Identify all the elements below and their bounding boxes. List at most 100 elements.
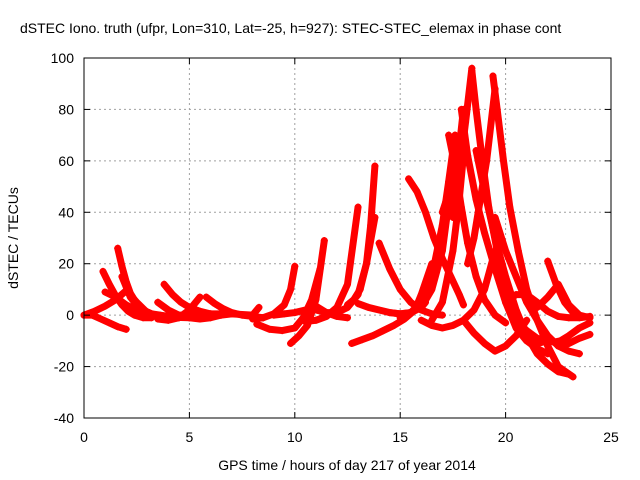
data-point — [122, 283, 130, 291]
data-point — [455, 170, 463, 178]
series-trail — [164, 303, 263, 319]
data-point — [421, 208, 429, 216]
data-point — [569, 373, 577, 381]
data-point — [502, 247, 510, 255]
data-point — [202, 293, 210, 301]
data-point — [512, 291, 520, 299]
data-point — [312, 296, 320, 304]
x-tick-label: 15 — [392, 429, 408, 445]
data-point — [253, 320, 261, 328]
data-point — [533, 303, 541, 311]
data-point — [154, 315, 162, 323]
data-point — [472, 105, 480, 113]
data-point — [126, 293, 134, 301]
tick-labels: 0 5 10 15 20 25 -40 -20 0 20 40 60 80 100 — [51, 50, 619, 445]
data-point — [499, 157, 507, 165]
data-point — [491, 213, 499, 221]
data-point — [514, 247, 522, 255]
data-point — [97, 315, 105, 323]
data-point — [481, 229, 489, 237]
data-point — [333, 303, 341, 311]
data-point — [147, 310, 155, 318]
x-tick-label: 0 — [80, 429, 88, 445]
data-point — [586, 330, 594, 338]
data-point — [99, 267, 107, 275]
data-point — [533, 316, 541, 324]
x-tick-label: 5 — [186, 429, 194, 445]
y-tick-label: -40 — [54, 410, 74, 426]
data-point — [575, 350, 583, 358]
data-point — [255, 303, 263, 311]
data-point — [413, 188, 421, 196]
data-point — [354, 203, 362, 211]
data-point — [565, 301, 573, 309]
data-point — [320, 237, 328, 245]
data-point — [139, 306, 147, 314]
data-point — [295, 332, 303, 340]
data-point — [523, 327, 531, 335]
data-point — [280, 310, 288, 318]
x-tick-label: 10 — [287, 429, 303, 445]
grid — [84, 58, 611, 418]
y-tick-label: 0 — [66, 307, 74, 323]
data-point — [472, 147, 480, 155]
data-point — [506, 203, 514, 211]
data-point — [470, 234, 478, 242]
data-point — [278, 327, 286, 335]
data-point — [523, 291, 531, 299]
data-point — [344, 280, 351, 288]
data-point — [523, 316, 531, 324]
data-point — [301, 306, 309, 314]
data-point — [575, 311, 583, 319]
data-point — [449, 247, 457, 255]
data-point — [101, 302, 109, 310]
data-point — [348, 339, 356, 347]
data-point — [491, 347, 499, 355]
x-tick-label: 25 — [603, 429, 619, 445]
data-point — [164, 311, 172, 319]
data-point — [565, 347, 573, 355]
data-point — [350, 296, 358, 304]
data-point — [354, 300, 362, 308]
y-tick-label: 40 — [58, 204, 74, 220]
data-point — [491, 311, 499, 319]
data-point — [312, 316, 320, 324]
data-point — [266, 325, 274, 333]
data-point — [185, 311, 193, 319]
data-point — [491, 234, 499, 242]
data-point — [554, 280, 562, 288]
data-point — [390, 321, 398, 329]
data-point — [122, 325, 130, 333]
data-point — [459, 301, 467, 309]
data-point — [114, 244, 122, 252]
data-point — [554, 342, 562, 350]
data-point — [375, 306, 383, 314]
data-point — [428, 273, 436, 281]
data-point — [502, 273, 510, 281]
y-tick-label: 20 — [58, 256, 74, 272]
data-point — [375, 239, 383, 247]
data-point — [396, 285, 404, 293]
data-point — [249, 315, 257, 323]
series-group — [80, 64, 594, 381]
data-point — [417, 316, 425, 324]
x-axis-label: GPS time / hours of day 217 of year 2014 — [218, 457, 476, 473]
data-point — [512, 273, 520, 281]
data-point — [464, 152, 472, 160]
y-tick-label: -20 — [54, 359, 74, 375]
series-trail — [344, 162, 379, 309]
data-point — [344, 314, 351, 322]
data-series — [164, 303, 263, 319]
data-point — [481, 296, 489, 304]
y-tick-label: 60 — [58, 153, 74, 169]
data-point — [154, 298, 162, 306]
data-point — [533, 350, 541, 358]
data-point — [575, 324, 583, 332]
data-point — [544, 360, 552, 368]
chart-title: dSTEC Iono. truth (ufpr, Lon=310, Lat=-2… — [20, 20, 561, 36]
data-point — [367, 221, 375, 229]
data-point — [502, 319, 510, 327]
data-point — [512, 306, 520, 314]
data-point — [122, 301, 130, 309]
